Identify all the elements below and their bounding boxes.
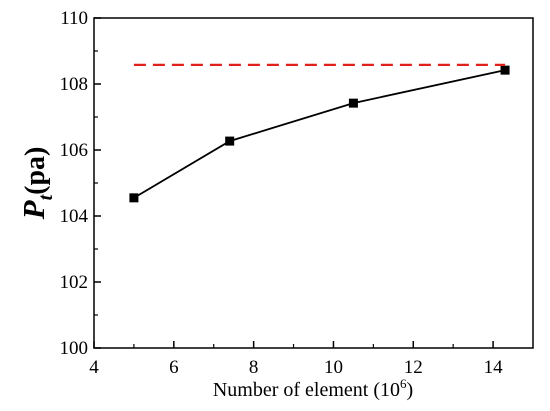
data-point-marker	[129, 193, 139, 203]
x-tick-label: 8	[249, 357, 259, 378]
x-axis-title-end: )	[407, 379, 414, 401]
axis-ticks	[93, 17, 494, 349]
tick-labels: 4 6 8 10 12 14 100 102 104 106 108 110	[60, 8, 504, 378]
y-tick-label: 104	[60, 206, 89, 227]
series-line	[133, 69, 506, 199]
y-tick-label: 100	[60, 338, 89, 359]
x-tick-label: 4	[89, 357, 99, 378]
y-axis-title-main: P	[16, 199, 51, 220]
x-axis-title: Number of element (106)	[213, 376, 413, 401]
data-point-marker	[225, 136, 235, 146]
y-axis-title-subscript: t	[35, 193, 57, 200]
x-axis-title-text: Number of element (10	[213, 379, 400, 401]
y-axis-title-rest: (pa)	[20, 147, 51, 195]
x-tick-label: 6	[169, 357, 179, 378]
y-tick-label: 110	[60, 8, 88, 29]
x-axis-title-superscript: 6	[400, 376, 407, 391]
y-tick-label: 108	[60, 74, 89, 95]
data-point-marker	[348, 98, 358, 108]
y-tick-label: 106	[60, 140, 89, 161]
data-point-marker	[500, 65, 510, 75]
x-tick-label: 10	[324, 357, 343, 378]
series-layer	[129, 63, 510, 203]
x-tick-label: 12	[404, 357, 423, 378]
y-tick-label: 102	[60, 272, 89, 293]
x-tick-label: 14	[484, 357, 504, 378]
y-axis-title: Pt(pa)	[16, 147, 57, 221]
